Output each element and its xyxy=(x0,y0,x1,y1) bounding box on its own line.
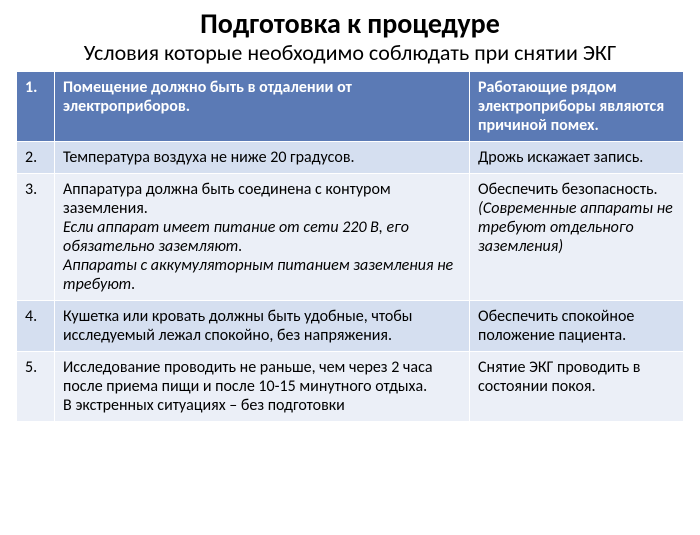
table-row: 5. Исследование проводить не раньше, чем… xyxy=(17,352,684,422)
text-line: Аппараты с аккумуляторным питанием зазем… xyxy=(63,256,461,294)
header-num: 1. xyxy=(17,72,55,142)
cell-condition: Температура воздуха не ниже 20 градусов. xyxy=(55,142,470,174)
cell-num: 4. xyxy=(17,301,55,352)
cell-note: Снятие ЭКГ проводить в состоянии покоя. xyxy=(470,352,684,422)
conditions-table: 1. Помещение должно быть в отдалении от … xyxy=(16,71,684,422)
text-line: Если аппарат имеет питание от сети 220 В… xyxy=(63,218,461,256)
cell-num: 5. xyxy=(17,352,55,422)
page-subtitle: Условия которые необходимо соблюдать при… xyxy=(16,40,684,65)
cell-num: 3. xyxy=(17,174,55,301)
table-header-row: 1. Помещение должно быть в отдалении от … xyxy=(17,72,684,142)
table-row: 3. Аппаратура должна быть соединена с ко… xyxy=(17,174,684,301)
table-row: 2. Температура воздуха не ниже 20 градус… xyxy=(17,142,684,174)
text-line: Исследование проводить не раньше, чем че… xyxy=(63,358,461,396)
text-line: (Современные аппараты не требуют отдельн… xyxy=(478,199,675,256)
text-line: Обеспечить безопасность. xyxy=(478,180,675,199)
text-line: В экстренных ситуациях – без подготовки xyxy=(63,396,461,415)
cell-condition: Кушетка или кровать должны быть удобные,… xyxy=(55,301,470,352)
page-title: Подготовка к процедуре xyxy=(16,8,684,40)
cell-num: 2. xyxy=(17,142,55,174)
cell-condition: Исследование проводить не раньше, чем че… xyxy=(55,352,470,422)
cell-condition: Аппаратура должна быть соединена с конту… xyxy=(55,174,470,301)
text-line: Аппаратура должна быть соединена с конту… xyxy=(63,180,461,218)
cell-note: Обеспечить безопасность. (Современные ап… xyxy=(470,174,684,301)
cell-note: Дрожь искажает запись. xyxy=(470,142,684,174)
cell-note: Обеспечить спокойное положение пациента. xyxy=(470,301,684,352)
table-row: 4. Кушетка или кровать должны быть удобн… xyxy=(17,301,684,352)
header-note: Работающие рядом электроприборы являются… xyxy=(470,72,684,142)
header-condition: Помещение должно быть в отдалении от эле… xyxy=(55,72,470,142)
